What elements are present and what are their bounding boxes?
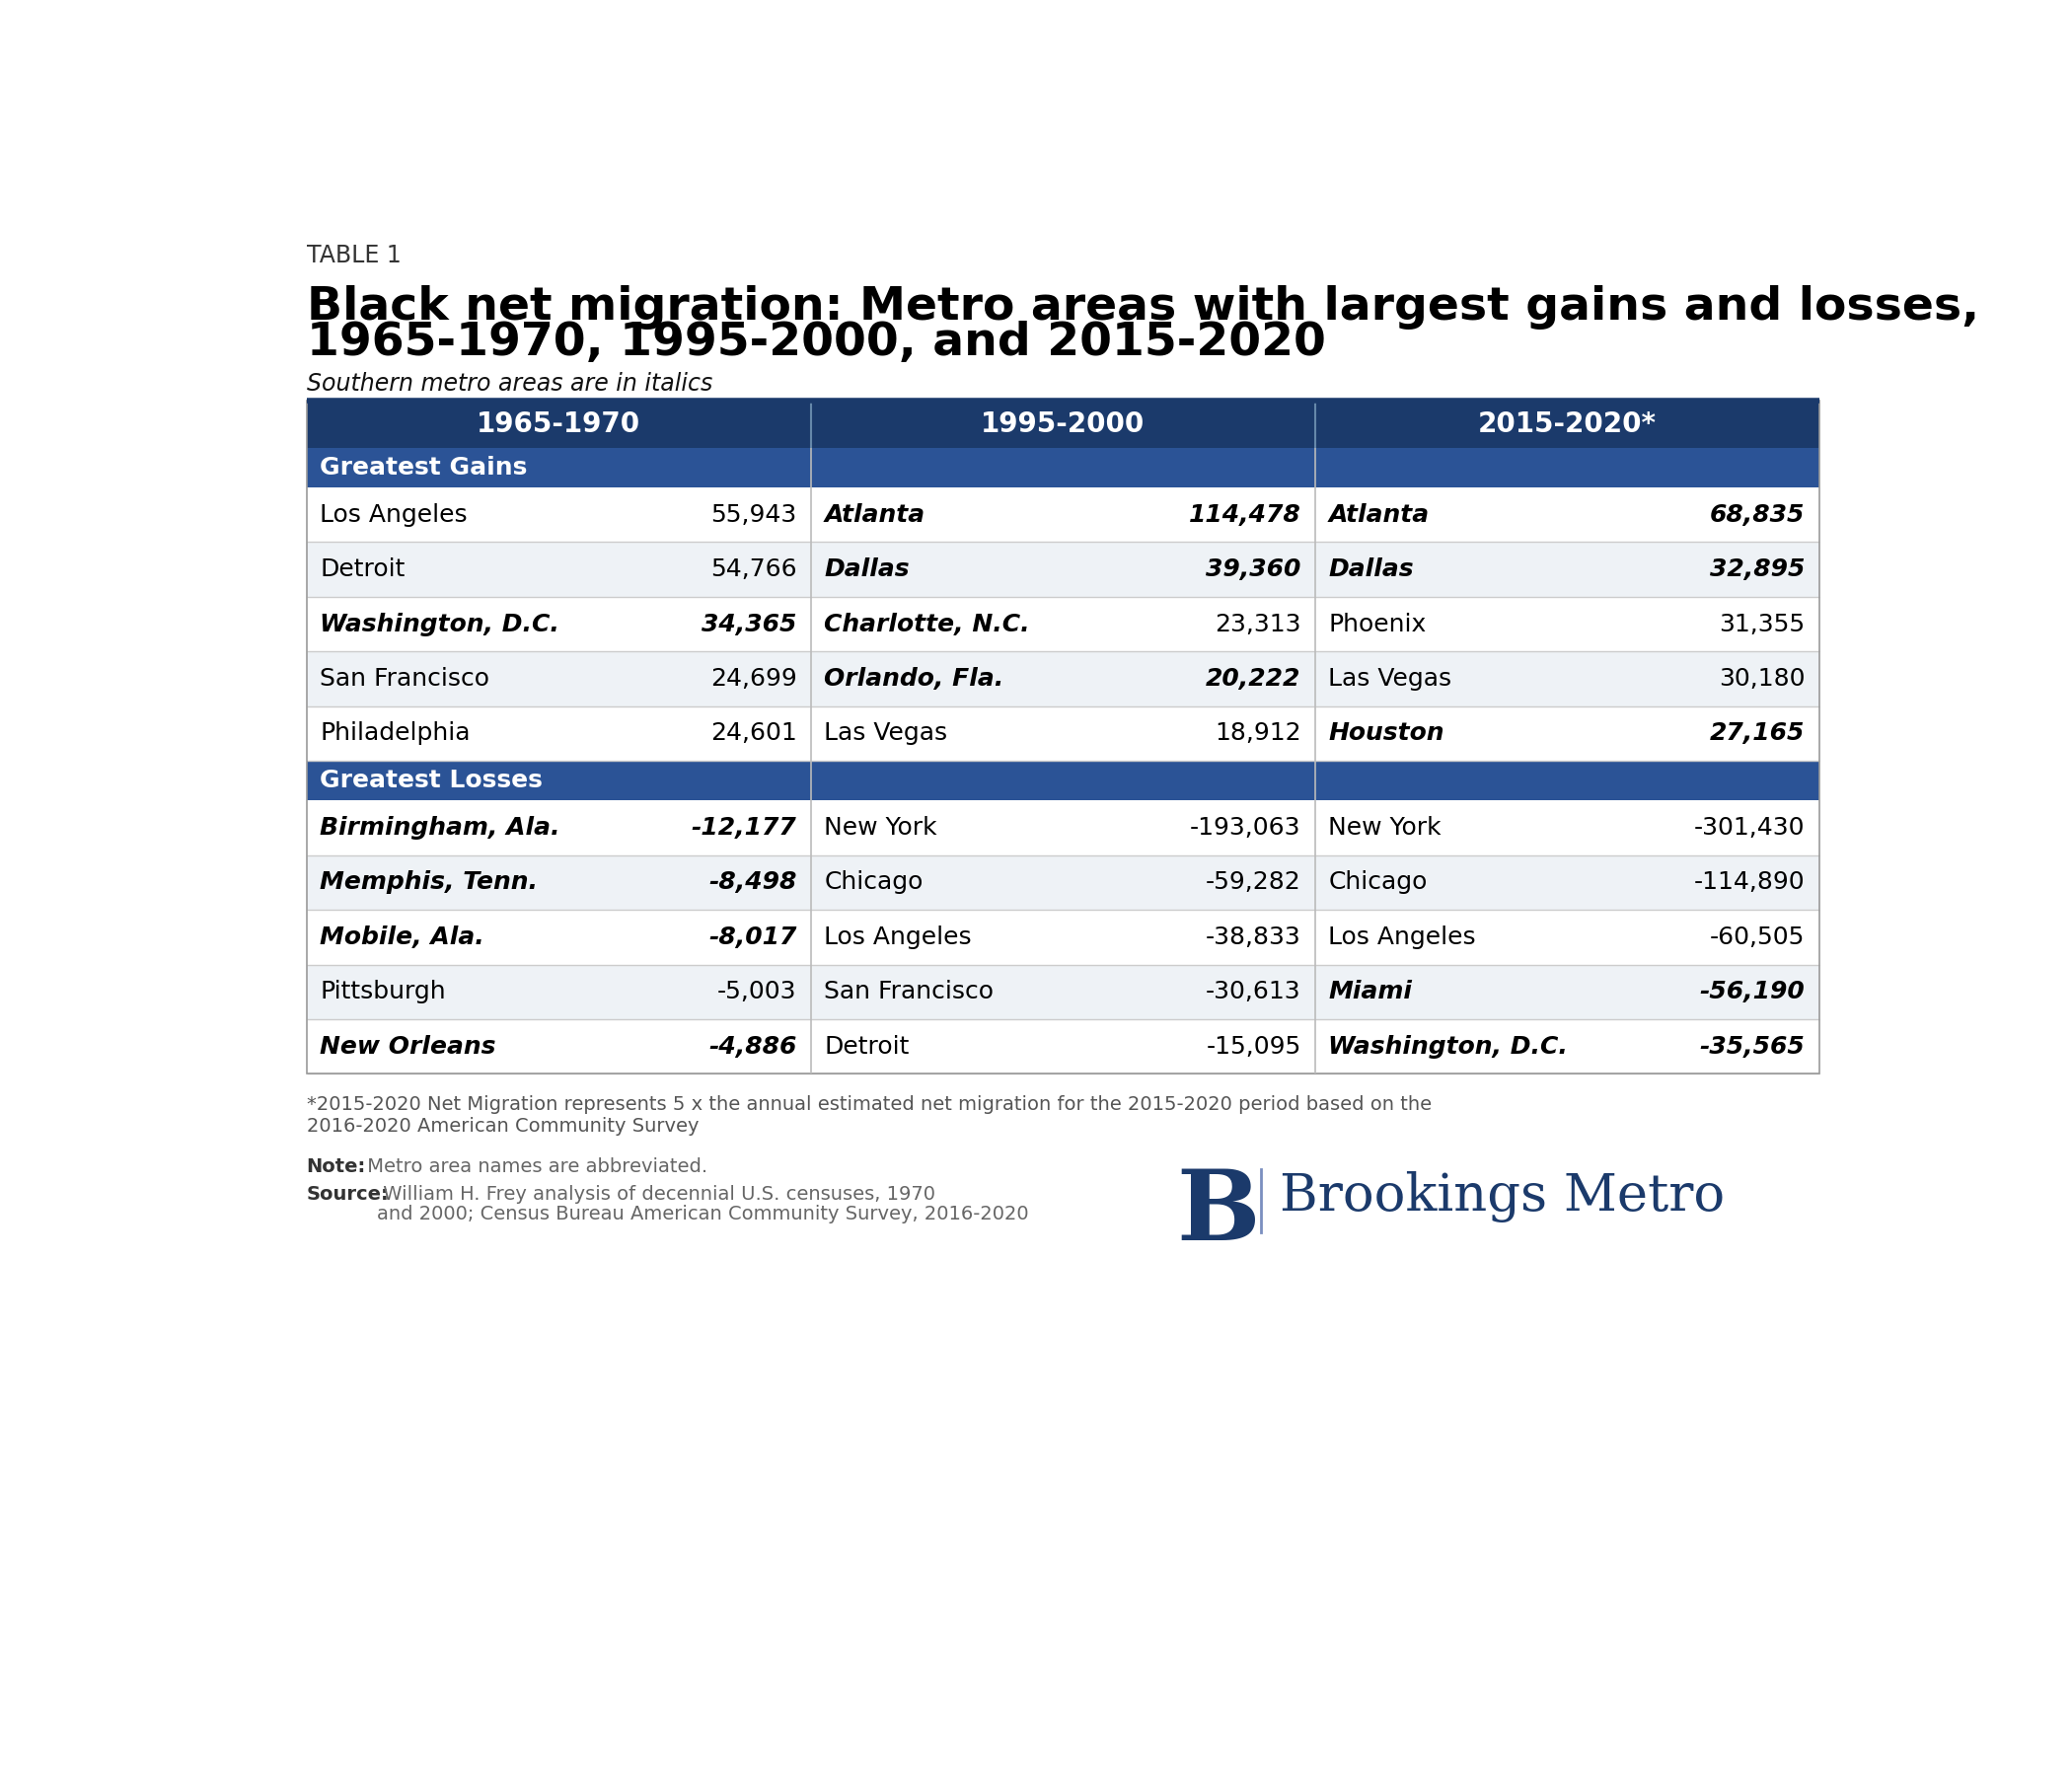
Bar bbox=[307, 401, 1819, 1074]
Text: -59,282: -59,282 bbox=[1206, 870, 1301, 895]
Text: 68,835: 68,835 bbox=[1709, 503, 1805, 526]
Text: 55,943: 55,943 bbox=[711, 503, 798, 526]
Text: San Francisco: San Francisco bbox=[825, 980, 995, 1003]
Text: Miami: Miami bbox=[1328, 980, 1413, 1003]
Text: -4,886: -4,886 bbox=[709, 1035, 798, 1058]
Bar bbox=[307, 652, 1819, 707]
Text: Southern metro areas are in italics: Southern metro areas are in italics bbox=[307, 371, 713, 396]
Bar bbox=[307, 707, 1819, 760]
Text: Black net migration: Metro areas with largest gains and losses,: Black net migration: Metro areas with la… bbox=[307, 286, 1979, 330]
Text: -60,505: -60,505 bbox=[1709, 925, 1805, 948]
Text: New York: New York bbox=[1328, 815, 1442, 840]
Text: Charlotte, N.C.: Charlotte, N.C. bbox=[825, 613, 1030, 636]
Bar bbox=[307, 597, 1819, 652]
Text: 18,912: 18,912 bbox=[1214, 721, 1301, 746]
Text: 1965-1970, 1995-2000, and 2015-2020: 1965-1970, 1995-2000, and 2015-2020 bbox=[307, 320, 1326, 364]
Text: Houston: Houston bbox=[1328, 721, 1444, 746]
Bar bbox=[307, 909, 1819, 964]
Text: 1995-2000: 1995-2000 bbox=[980, 410, 1144, 439]
Text: 31,355: 31,355 bbox=[1720, 613, 1805, 636]
Text: Las Vegas: Las Vegas bbox=[825, 721, 947, 746]
Text: Dallas: Dallas bbox=[1328, 558, 1413, 581]
Text: -5,003: -5,003 bbox=[717, 980, 798, 1003]
Bar bbox=[307, 1019, 1819, 1074]
Bar bbox=[307, 487, 1819, 542]
Text: 39,360: 39,360 bbox=[1206, 558, 1301, 581]
Text: Detroit: Detroit bbox=[825, 1035, 910, 1058]
Text: 2015-2020*: 2015-2020* bbox=[1477, 410, 1656, 439]
Text: Birmingham, Ala.: Birmingham, Ala. bbox=[321, 815, 559, 840]
Text: 34,365: 34,365 bbox=[702, 613, 798, 636]
Text: Los Angeles: Los Angeles bbox=[825, 925, 972, 948]
Text: 2016-2020 American Community Survey: 2016-2020 American Community Survey bbox=[307, 1117, 698, 1135]
Text: -15,095: -15,095 bbox=[1206, 1035, 1301, 1058]
Text: Los Angeles: Los Angeles bbox=[321, 503, 468, 526]
Text: Atlanta: Atlanta bbox=[1328, 503, 1430, 526]
Text: Philadelphia: Philadelphia bbox=[321, 721, 470, 746]
Text: 23,313: 23,313 bbox=[1214, 613, 1301, 636]
Text: Note:: Note: bbox=[307, 1158, 367, 1176]
Text: New Orleans: New Orleans bbox=[321, 1035, 497, 1058]
Text: -30,613: -30,613 bbox=[1206, 980, 1301, 1003]
Text: *2015-2020 Net Migration represents 5 x the annual estimated net migration for t: *2015-2020 Net Migration represents 5 x … bbox=[307, 1096, 1432, 1114]
Text: and 2000; Census Bureau American Community Survey, 2016-2020: and 2000; Census Bureau American Communi… bbox=[377, 1204, 1028, 1224]
Bar bbox=[307, 964, 1819, 1019]
Text: 27,165: 27,165 bbox=[1709, 721, 1805, 746]
Text: Los Angeles: Los Angeles bbox=[1328, 925, 1475, 948]
Text: -114,890: -114,890 bbox=[1695, 870, 1805, 895]
Text: Source:: Source: bbox=[307, 1185, 390, 1204]
Text: Atlanta: Atlanta bbox=[825, 503, 924, 526]
Bar bbox=[307, 854, 1819, 909]
Text: 30,180: 30,180 bbox=[1720, 668, 1805, 691]
Text: B: B bbox=[1177, 1165, 1260, 1261]
Bar bbox=[307, 801, 1819, 854]
Text: -8,017: -8,017 bbox=[709, 925, 798, 948]
Bar bbox=[307, 542, 1819, 597]
Text: Brookings Metro: Brookings Metro bbox=[1280, 1170, 1724, 1222]
Text: Pittsburgh: Pittsburgh bbox=[321, 980, 445, 1003]
Text: Chicago: Chicago bbox=[825, 870, 924, 895]
Text: 1965-1970: 1965-1970 bbox=[477, 410, 640, 439]
Text: Detroit: Detroit bbox=[321, 558, 406, 581]
Text: Phoenix: Phoenix bbox=[1328, 613, 1426, 636]
Text: -38,833: -38,833 bbox=[1206, 925, 1301, 948]
Text: New York: New York bbox=[825, 815, 937, 840]
Text: -56,190: -56,190 bbox=[1699, 980, 1805, 1003]
Text: Chicago: Chicago bbox=[1328, 870, 1428, 895]
Text: Washington, D.C.: Washington, D.C. bbox=[321, 613, 559, 636]
Text: 114,478: 114,478 bbox=[1189, 503, 1301, 526]
Text: -301,430: -301,430 bbox=[1695, 815, 1805, 840]
Text: TABLE 1: TABLE 1 bbox=[307, 243, 400, 266]
Text: Metro area names are abbreviated.: Metro area names are abbreviated. bbox=[361, 1158, 709, 1176]
Bar bbox=[307, 448, 1819, 487]
Text: 54,766: 54,766 bbox=[711, 558, 798, 581]
Text: -8,498: -8,498 bbox=[709, 870, 798, 895]
Text: Washington, D.C.: Washington, D.C. bbox=[1328, 1035, 1569, 1058]
Text: Mobile, Ala.: Mobile, Ala. bbox=[321, 925, 485, 948]
Text: 24,601: 24,601 bbox=[711, 721, 798, 746]
Text: Greatest Losses: Greatest Losses bbox=[321, 769, 543, 792]
Text: -193,063: -193,063 bbox=[1189, 815, 1301, 840]
Text: Greatest Gains: Greatest Gains bbox=[321, 456, 528, 480]
Text: 32,895: 32,895 bbox=[1709, 558, 1805, 581]
Text: San Francisco: San Francisco bbox=[321, 668, 489, 691]
Text: 20,222: 20,222 bbox=[1206, 668, 1301, 691]
Bar bbox=[307, 760, 1819, 801]
Text: Orlando, Fla.: Orlando, Fla. bbox=[825, 668, 1005, 691]
Text: Dallas: Dallas bbox=[825, 558, 910, 581]
Text: -35,565: -35,565 bbox=[1699, 1035, 1805, 1058]
Text: Las Vegas: Las Vegas bbox=[1328, 668, 1452, 691]
Bar bbox=[307, 401, 1819, 448]
Text: -12,177: -12,177 bbox=[692, 815, 798, 840]
Text: Memphis, Tenn.: Memphis, Tenn. bbox=[321, 870, 539, 895]
Text: William H. Frey analysis of decennial U.S. censuses, 1970: William H. Frey analysis of decennial U.… bbox=[377, 1185, 934, 1204]
Text: 24,699: 24,699 bbox=[711, 668, 798, 691]
